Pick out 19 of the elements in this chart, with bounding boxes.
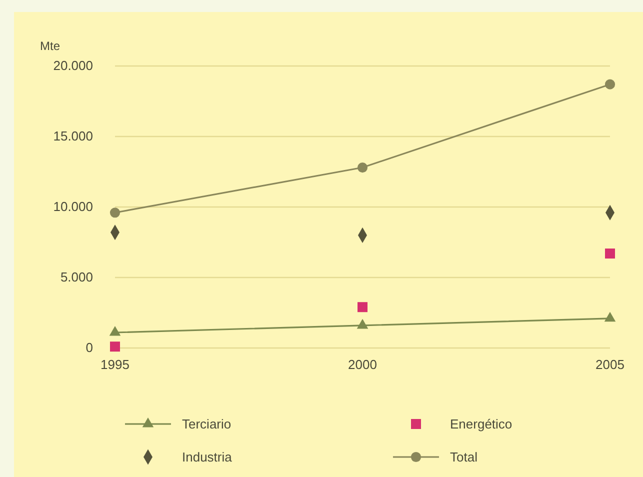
x-tick-label: 1995	[100, 357, 130, 372]
point	[605, 248, 615, 259]
point	[358, 302, 368, 312]
legend-label: Terciario	[182, 416, 232, 432]
point	[110, 342, 120, 352]
point	[604, 79, 616, 90]
y-tick-label: 5.000	[60, 270, 93, 285]
y-tick-label: 0	[86, 340, 93, 356]
legend-label: Total	[450, 450, 478, 465]
y-tick-label: 15.000	[53, 128, 93, 144]
x-tick-label: 2000	[348, 357, 377, 372]
y-tick-label: 10.000	[53, 199, 93, 214]
legend-label: Energético	[450, 416, 512, 432]
point	[110, 208, 120, 218]
y-axis-title: Mte	[40, 39, 60, 53]
y-tick-label: 20.000	[53, 58, 93, 74]
x-tick-label: 2005	[596, 357, 624, 372]
legend-label: Industria	[182, 450, 233, 465]
point	[357, 162, 368, 173]
